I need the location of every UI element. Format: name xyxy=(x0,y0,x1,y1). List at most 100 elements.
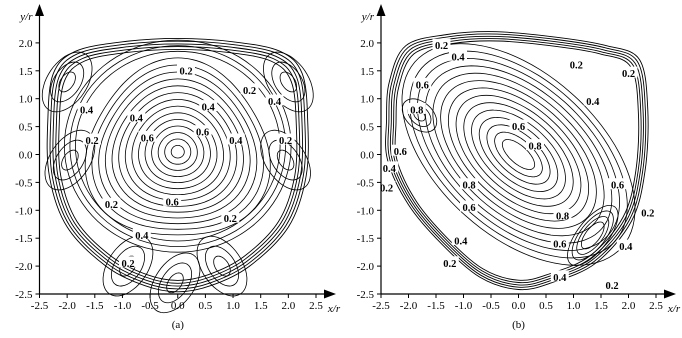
contour-label: 0.8 xyxy=(556,211,569,222)
contour-label: 0.6 xyxy=(196,128,209,139)
x-tick-label: 2.5 xyxy=(649,300,663,312)
y-tick-label: 1.5 xyxy=(19,66,33,78)
contour-line xyxy=(424,65,613,244)
contour-label: 0.2 xyxy=(380,184,393,195)
contour-label-bg xyxy=(432,38,451,50)
contour-label-bg xyxy=(526,139,544,151)
contour-label-bg xyxy=(583,94,602,106)
contour-line xyxy=(170,144,185,159)
contour-label-bg xyxy=(550,236,569,248)
contour-label: 0.4 xyxy=(586,97,600,108)
y-tick-label: 0.5 xyxy=(360,122,374,134)
contour-line xyxy=(69,45,287,248)
contour-label-bg xyxy=(177,63,195,75)
contour-line xyxy=(455,94,582,215)
contour-label: 0.8 xyxy=(462,181,475,192)
contour-label-bg xyxy=(460,200,478,212)
x-tick-label: 0.5 xyxy=(199,300,213,312)
contour-label: 0.4 xyxy=(202,103,216,114)
axes-a: -2.5 -2.0 -1.5 -1.0 -0.5 0.0 0.5 1.0 1.5 2.0 2.5 -2… xyxy=(15,4,341,315)
axes-b: -2.5 -2.0 -1.5 -1.0 -0.5 0.0 0.5 1.0 1.5 2.0 2.5 -2… xyxy=(357,4,681,315)
contour-line xyxy=(417,57,620,252)
contour-line xyxy=(118,92,238,207)
contour-line xyxy=(385,31,649,291)
contour-line xyxy=(501,139,536,170)
contour-label-bg xyxy=(199,100,218,112)
contour-label: 0.6 xyxy=(394,147,407,158)
x-tick-label: 1.5 xyxy=(594,300,608,312)
x-axis-label: x/r xyxy=(667,303,681,315)
contour-line xyxy=(567,205,619,266)
caption-a: (a) xyxy=(172,319,185,331)
contour-line xyxy=(401,98,438,133)
contour-labels-b: 0.20.40.20.20.60.40.80.60.80.60.40.2 0.8 0… xyxy=(377,38,657,292)
y-tick-label: -2.0 xyxy=(15,261,33,273)
contour-label: 0.2 xyxy=(279,136,292,147)
contour-line xyxy=(111,85,244,213)
contour-label-bg xyxy=(550,270,569,282)
contour-line xyxy=(131,105,225,196)
contour-label-bg xyxy=(413,77,432,89)
contour-line xyxy=(576,216,610,255)
contour-label-bg xyxy=(265,94,284,106)
y-tick-label: -1.0 xyxy=(15,205,33,217)
contour-label-bg xyxy=(407,102,426,114)
contour-label: 0.8 xyxy=(528,142,541,153)
contour-label: 0.4 xyxy=(130,114,144,125)
x-axis-label: x/r xyxy=(327,303,341,315)
contour-label: 0.2 xyxy=(641,209,654,220)
contour-panel-b: 0.20.40.20.20.60.40.80.60.80.60.40.2 0.8 0… xyxy=(357,4,681,331)
contour-label-bg xyxy=(276,133,295,145)
contour-label: 0.2 xyxy=(605,281,618,292)
contour-line xyxy=(263,51,314,113)
y-tick-label: 0.0 xyxy=(360,150,374,162)
contour-label-bg xyxy=(451,234,470,245)
y-axis-label: y/r xyxy=(19,11,33,23)
contour-line xyxy=(157,132,198,171)
y-tick-label: -0.5 xyxy=(15,177,33,189)
y-tick-label: -2.5 xyxy=(357,289,375,301)
y-tick-label: 1.5 xyxy=(360,66,374,78)
contour-line xyxy=(46,37,309,293)
x-tick-label: -0.5 xyxy=(482,300,500,312)
contour-label: 0.4 xyxy=(383,164,397,175)
contour-label: 0.6 xyxy=(553,239,566,250)
contour-line xyxy=(149,252,201,314)
x-tick-label: 0.0 xyxy=(171,300,185,312)
x-tick-label: -1.0 xyxy=(114,300,132,312)
contour-line xyxy=(58,71,76,93)
x-tick-label: -2.0 xyxy=(58,300,76,312)
y-tick-label: 2.0 xyxy=(19,38,33,50)
contour-label: 0.2 xyxy=(224,214,237,225)
contour-label-bg xyxy=(460,178,478,190)
x-tick-label: 0.5 xyxy=(539,300,553,312)
x-axis-arrow-icon xyxy=(664,289,676,299)
contour-label: 0.2 xyxy=(622,69,635,80)
y-tick-label: -1.5 xyxy=(15,233,33,245)
contour-label-bg xyxy=(440,256,459,268)
contour-label: 0.4 xyxy=(553,273,567,284)
x-tick-label: 2.0 xyxy=(282,300,296,312)
contour-label: 0.2 xyxy=(435,41,448,52)
x-tick-label: -2.5 xyxy=(372,300,390,312)
contour-line xyxy=(50,61,85,103)
contour-label-bg xyxy=(240,83,259,95)
contour-line xyxy=(74,50,281,242)
contour-lines-b xyxy=(385,31,649,291)
contour-line xyxy=(409,50,628,259)
contour-label: 0.4 xyxy=(229,136,243,147)
contour-label: 0.6 xyxy=(416,80,429,91)
contour-line xyxy=(432,72,605,237)
contour-label: 0.6 xyxy=(512,122,525,133)
contour-label-bg xyxy=(83,133,101,145)
contour-line xyxy=(166,272,184,294)
contour-line xyxy=(276,149,295,171)
contour-line xyxy=(392,38,642,284)
contour-line xyxy=(478,116,559,193)
x-tick-label: 1.0 xyxy=(226,300,240,312)
y-tick-label: 1.0 xyxy=(360,94,374,106)
contour-label-bg xyxy=(619,66,638,78)
contour-label-bg xyxy=(193,125,212,137)
contour-line xyxy=(486,124,551,185)
